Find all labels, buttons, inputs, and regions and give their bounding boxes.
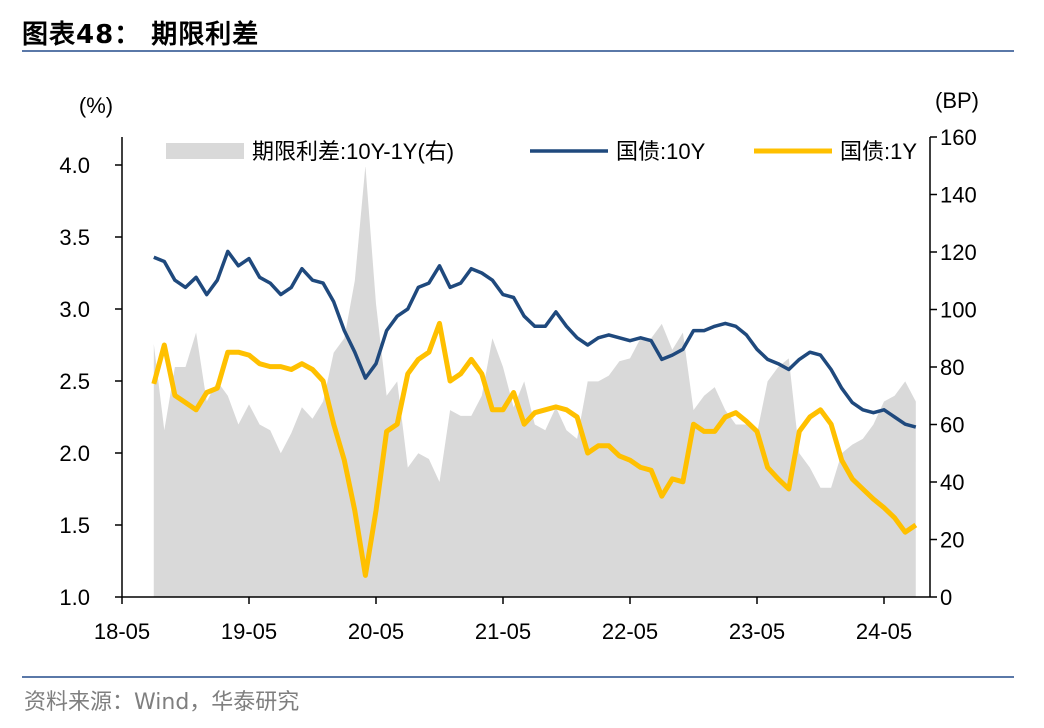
left-tick-label: 2.5 xyxy=(59,369,90,394)
x-tick-label: 20-05 xyxy=(348,619,404,644)
left-tick-label: 4.0 xyxy=(59,153,90,178)
x-tick-label: 22-05 xyxy=(602,619,658,644)
right-tick-label: 40 xyxy=(940,470,964,495)
legend-label: 国债:10Y xyxy=(616,139,706,164)
right-tick-label: 20 xyxy=(940,528,964,553)
right-tick-label: 100 xyxy=(940,298,977,323)
axis-layer: 1.0 1.5 2.0 2.5 3.0 3.5 4.0 0 20 40 60 80 100 120 140 1… xyxy=(59,125,976,644)
page-title: 图表48： 期限利差 xyxy=(22,20,260,50)
legend-swatch-area xyxy=(166,143,244,159)
x-tick-label: 24-05 xyxy=(856,619,912,644)
legend: 期限利差:10Y-1Y(右) 国债:10Y 国债:1Y xyxy=(160,135,928,167)
right-tick-label: 120 xyxy=(940,240,977,265)
left-tick-label: 1.0 xyxy=(59,585,90,610)
x-tick-label: 23-05 xyxy=(729,619,785,644)
x-tick-label: 21-05 xyxy=(475,619,531,644)
footer-divider xyxy=(22,676,1014,678)
right-tick-label: 160 xyxy=(940,125,977,150)
spread-area-layer xyxy=(153,165,916,598)
series-line-10y xyxy=(153,249,917,429)
left-tick-label: 3.5 xyxy=(59,225,90,250)
right-tick-label: 0 xyxy=(940,585,952,610)
legend-label: 国债:1Y xyxy=(840,139,917,164)
spread-area xyxy=(153,165,916,598)
left-tick-label: 1.5 xyxy=(59,513,90,538)
left-tick-label: 3.0 xyxy=(59,297,90,322)
yield-line-layer xyxy=(151,249,918,578)
series-line-1y xyxy=(151,320,918,578)
right-axis-unit-label: (BP) xyxy=(935,88,979,113)
right-tick-label: 140 xyxy=(940,183,977,208)
source-note: 资料来源：Wind，华泰研究 xyxy=(24,690,300,715)
left-tick-label: 2.0 xyxy=(59,441,90,466)
x-tick-label: 18-05 xyxy=(94,619,150,644)
legend-label: 期限利差:10Y-1Y(右) xyxy=(252,139,454,164)
title-divider xyxy=(22,50,1014,52)
left-axis-unit-label: (%) xyxy=(79,93,113,118)
x-tick-label: 19-05 xyxy=(221,619,277,644)
right-tick-label: 60 xyxy=(940,413,964,438)
right-tick-label: 80 xyxy=(940,355,964,380)
